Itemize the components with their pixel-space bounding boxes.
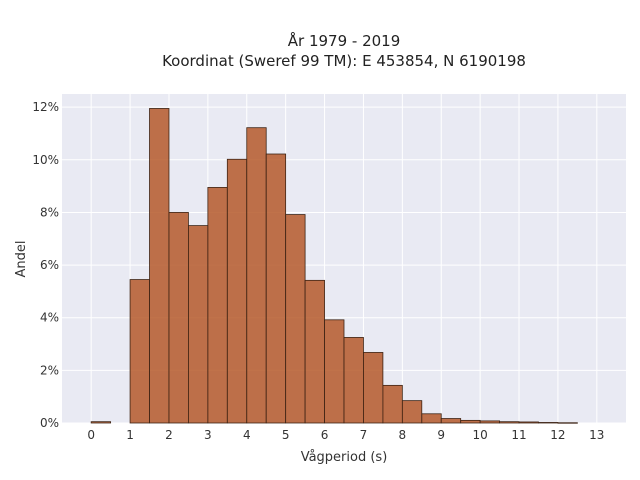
histogram-bar-19 — [479, 420, 500, 424]
y-tick-label: 10% — [32, 153, 59, 167]
y-tick-label: 6% — [40, 258, 59, 272]
histogram-bar-2 — [149, 108, 170, 424]
histogram-bar-6 — [226, 158, 248, 424]
x-tick-label: 10 — [472, 428, 487, 442]
histogram-bar-11 — [324, 319, 345, 424]
histogram-bar-22 — [538, 422, 559, 424]
y-tick-label: 4% — [40, 311, 59, 325]
x-tick-label: 3 — [204, 428, 212, 442]
histogram-bar-0 — [90, 421, 112, 424]
y-tick-label: 12% — [32, 100, 59, 114]
histogram-bar-8 — [265, 153, 287, 424]
histogram-bar-12 — [343, 337, 364, 424]
histogram-bar-14 — [382, 384, 403, 424]
chart-title-line2: Koordinat (Sweref 99 TM): E 453854, N 61… — [162, 52, 526, 70]
x-axis-ticks: 0 1 2 3 4 5 6 7 8 9 10 11 12 13 — [87, 428, 604, 442]
y-axis-ticks: 0% 2% 4% 6% 8% 10% 12% — [32, 100, 59, 430]
bars — [90, 108, 578, 424]
histogram-bar-20 — [499, 421, 520, 424]
histogram-bar-1 — [129, 279, 150, 424]
histogram-bar-10 — [304, 279, 325, 424]
y-axis-label: Andel — [14, 241, 29, 278]
histogram-bar-5 — [207, 187, 228, 424]
histogram-bar-18 — [460, 419, 481, 424]
x-tick-label: 12 — [550, 428, 565, 442]
histogram-bar-17 — [440, 418, 462, 424]
histogram-bar-16 — [421, 413, 442, 424]
histogram-bar-7 — [246, 127, 267, 424]
histogram-bar-15 — [401, 400, 423, 424]
x-tick-label: 1 — [126, 428, 134, 442]
x-tick-label: 11 — [511, 428, 526, 442]
y-tick-label: 0% — [40, 416, 59, 430]
y-tick-label: 8% — [40, 205, 59, 219]
x-tick-label: 7 — [360, 428, 368, 442]
x-tick-label: 9 — [437, 428, 445, 442]
x-tick-label: 6 — [321, 428, 329, 442]
x-tick-label: 2 — [165, 428, 173, 442]
histogram-bar-23 — [557, 422, 578, 424]
x-tick-label: 5 — [282, 428, 290, 442]
histogram-bar-21 — [518, 421, 539, 424]
y-tick-label: 2% — [40, 363, 59, 377]
histogram-bar-4 — [188, 225, 209, 424]
x-tick-label: 4 — [243, 428, 251, 442]
histogram-bar-9 — [285, 214, 306, 424]
histogram-bar-13 — [363, 352, 384, 424]
histogram-bar-3 — [168, 212, 189, 424]
chart-title-line1: År 1979 - 2019 — [288, 31, 401, 50]
x-tick-label: 8 — [399, 428, 407, 442]
x-axis-label: Vågperiod (s) — [301, 450, 388, 465]
x-tick-label: 13 — [589, 428, 604, 442]
x-tick-label: 0 — [87, 428, 95, 442]
